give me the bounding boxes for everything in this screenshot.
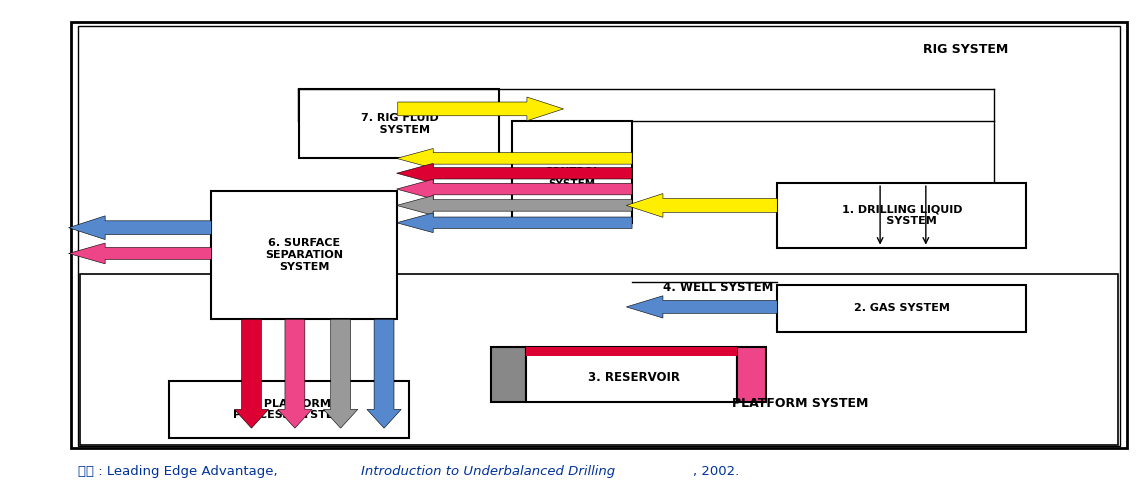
Text: 7. RIG FLUID
   SYSTEM: 7. RIG FLUID SYSTEM: [360, 113, 439, 135]
Text: 5. WELL
CONTROL
SYSTEM: 5. WELL CONTROL SYSTEM: [544, 155, 600, 189]
FancyArrow shape: [626, 194, 777, 217]
FancyArrow shape: [367, 319, 401, 428]
FancyBboxPatch shape: [211, 191, 397, 319]
Text: 6. SURFACE
SEPARATION
SYSTEM: 6. SURFACE SEPARATION SYSTEM: [265, 238, 343, 272]
Text: PLATFORM SYSTEM: PLATFORM SYSTEM: [732, 397, 869, 410]
FancyArrow shape: [397, 213, 632, 233]
Text: 3. RESERVOIR: 3. RESERVOIR: [589, 371, 680, 384]
FancyBboxPatch shape: [71, 22, 1127, 448]
FancyBboxPatch shape: [737, 347, 766, 402]
FancyBboxPatch shape: [777, 183, 1026, 248]
FancyBboxPatch shape: [512, 121, 632, 223]
FancyArrow shape: [397, 148, 632, 168]
FancyArrow shape: [278, 319, 312, 428]
Text: 자료 : Leading Edge Advantage,: 자료 : Leading Edge Advantage,: [78, 465, 281, 478]
FancyArrow shape: [397, 196, 632, 215]
FancyArrow shape: [323, 319, 358, 428]
Text: 2. GAS SYSTEM: 2. GAS SYSTEM: [854, 303, 950, 313]
Text: 4. WELL SYSTEM: 4. WELL SYSTEM: [663, 281, 774, 294]
FancyBboxPatch shape: [526, 347, 737, 356]
Text: 8. PLATFORM
PROCESS SYSTEM: 8. PLATFORM PROCESS SYSTEM: [233, 399, 345, 420]
FancyBboxPatch shape: [169, 381, 409, 438]
Text: 1. DRILLING LIQUID
     SYSTEM: 1. DRILLING LIQUID SYSTEM: [841, 204, 962, 226]
Text: , 2002.: , 2002.: [693, 465, 738, 478]
FancyArrow shape: [69, 243, 211, 264]
FancyArrow shape: [234, 319, 269, 428]
FancyArrow shape: [626, 296, 777, 318]
FancyBboxPatch shape: [299, 89, 499, 158]
FancyArrow shape: [398, 97, 563, 121]
FancyBboxPatch shape: [777, 285, 1026, 332]
FancyBboxPatch shape: [526, 347, 737, 402]
Text: RIG SYSTEM: RIG SYSTEM: [924, 43, 1008, 56]
FancyBboxPatch shape: [491, 347, 526, 402]
FancyArrow shape: [397, 163, 632, 183]
FancyArrow shape: [397, 179, 632, 199]
Text: Introduction to Underbalanced Drilling: Introduction to Underbalanced Drilling: [361, 465, 615, 478]
FancyArrow shape: [69, 216, 211, 240]
